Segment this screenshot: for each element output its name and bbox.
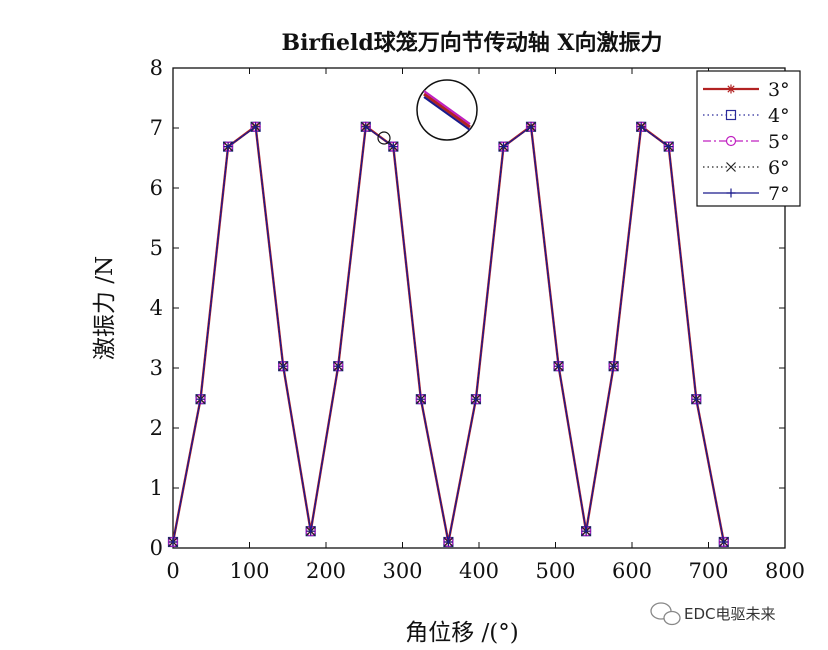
data-point: [278, 361, 288, 371]
series-0: [168, 121, 729, 547]
legend-marker: [726, 188, 736, 198]
data-point: [223, 142, 233, 152]
axis-ticks: [172, 67, 786, 549]
data-point: [471, 394, 481, 404]
series-line: [171, 123, 725, 543]
chart-title: Birfield球笼万向节传动轴 X向激振力: [281, 30, 662, 56]
legend-item: 6°: [703, 157, 790, 179]
y-tick-label: 1: [150, 476, 163, 500]
series-4: [168, 122, 729, 547]
series-line: [172, 125, 725, 543]
data-point: [416, 394, 426, 404]
y-axis-label: 激振力 /N: [92, 256, 118, 360]
data-point: [388, 142, 398, 152]
y-tick-label: 0: [150, 536, 163, 560]
y-tick-label: 7: [150, 116, 163, 140]
legend-box: [696, 70, 801, 207]
x-tick-label: 200: [306, 559, 346, 583]
legend: 3° 4° 5° 6° 7°: [696, 70, 801, 207]
data-point: [526, 122, 536, 132]
magnifier-line-red: [423, 92, 471, 129]
magnifier-annotation: [377, 79, 478, 145]
magnifier-line-blue: [423, 96, 471, 131]
legend-item: 5°: [703, 131, 790, 153]
watermark-text: EDC电驱未来: [684, 605, 776, 623]
y-tick-label: 2: [150, 416, 163, 440]
legend-item: 4°: [703, 105, 790, 127]
legend-label: 6°: [768, 157, 790, 179]
x-tick-label: 0: [166, 559, 179, 583]
legend-marker: [726, 84, 736, 94]
x-tick-label: 800: [765, 559, 805, 583]
data-point: [664, 142, 674, 152]
x-tick-label: 500: [535, 559, 575, 583]
legend-marker: [726, 162, 736, 172]
magnifier-line-magenta: [423, 90, 471, 125]
data-point: [168, 537, 178, 547]
series-line: [172, 125, 725, 543]
x-tick-label: 300: [382, 559, 422, 583]
legend-label: 4°: [768, 105, 790, 127]
legend-label: 7°: [768, 183, 790, 205]
series-layer: [167, 121, 729, 548]
data-point: [719, 537, 729, 547]
x-tick-label: 400: [459, 559, 499, 583]
series-2: [167, 121, 729, 548]
data-point: [333, 361, 343, 371]
data-point: [361, 122, 371, 132]
series-3: [168, 121, 729, 547]
data-point: [498, 142, 508, 152]
legend-marker: [725, 135, 737, 147]
legend-marker: [725, 109, 737, 121]
data-point: [306, 526, 316, 536]
y-tick-label: 8: [150, 56, 163, 80]
data-point: [691, 394, 701, 404]
legend-label: 3°: [768, 79, 790, 101]
data-point: [554, 361, 564, 371]
x-axis-label: 角位移 /(°): [405, 620, 519, 646]
magnifier-source-circle: [377, 131, 391, 145]
wechat-icon: [650, 602, 681, 626]
series-line: [172, 125, 725, 543]
x-tick-label: 700: [688, 559, 728, 583]
data-point: [609, 361, 619, 371]
y-tick-label: 3: [150, 356, 163, 380]
legend-items: 3° 4° 5° 6° 7°: [703, 79, 790, 205]
legend-item: 7°: [703, 183, 790, 205]
x-tick-label: 100: [229, 559, 269, 583]
y-tick-label: 4: [150, 296, 163, 320]
legend-item: 3°: [703, 79, 790, 101]
data-point: [636, 122, 646, 132]
series-line: [172, 125, 725, 543]
data-point: [251, 122, 261, 132]
y-tick-label: 6: [150, 176, 163, 200]
tick-labels: 0 100 200 300 400 500 600 700 800 0 1 2 3 4 5 6 7 8: [150, 56, 805, 583]
y-tick-label: 5: [150, 236, 163, 260]
watermark: EDC电驱未来: [650, 602, 776, 626]
plot-frame: [172, 67, 786, 549]
data-point: [196, 394, 206, 404]
data-point: [581, 526, 591, 536]
legend-label: 5°: [768, 131, 790, 153]
x-tick-label: 600: [612, 559, 652, 583]
data-point: [443, 537, 453, 547]
series-1: [167, 121, 729, 548]
